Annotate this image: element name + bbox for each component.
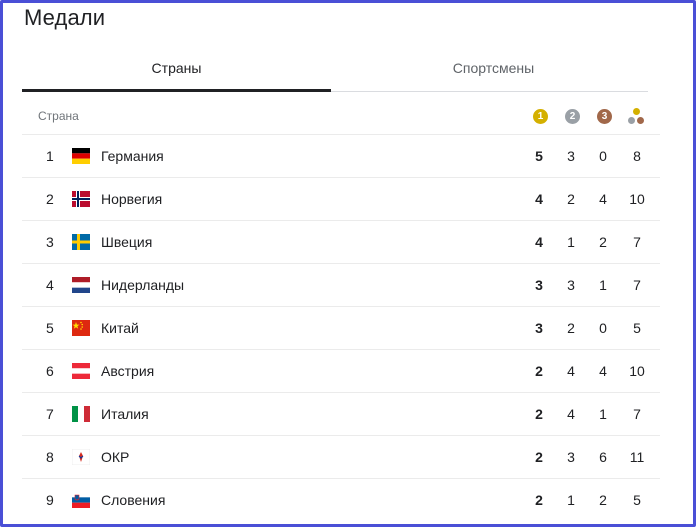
netherlands-flag-icon — [72, 277, 90, 293]
table-row[interactable]: 2 Норвегия 4 2 4 10 — [22, 178, 660, 221]
gold-count: 4 — [535, 234, 543, 250]
total-count: 7 — [633, 406, 641, 422]
slovenia-flag-icon — [72, 492, 90, 508]
germany-flag-icon — [72, 148, 90, 164]
total-count: 10 — [629, 363, 645, 379]
china-flag-icon — [72, 320, 90, 336]
table-header: Страна 1 2 3 — [22, 94, 660, 135]
table-row[interactable]: 4 Нидерланды 3 3 1 7 — [22, 264, 660, 307]
total-count: 7 — [633, 277, 641, 293]
rank-cell: 8 — [46, 449, 54, 465]
bronze-count: 2 — [599, 492, 607, 508]
country-name: Швеция — [101, 234, 153, 250]
bronze-count: 4 — [599, 363, 607, 379]
rank-cell: 9 — [46, 492, 54, 508]
bronze-count: 1 — [599, 277, 607, 293]
silver-count: 1 — [567, 492, 575, 508]
sweden-flag-icon — [72, 234, 90, 250]
bronze-count: 0 — [599, 148, 607, 164]
table-row[interactable]: 9 Словения 2 1 2 5 — [22, 479, 660, 521]
country-column-header: Страна — [38, 109, 79, 123]
total-count: 8 — [633, 148, 641, 164]
gold-count: 4 — [535, 191, 543, 207]
total-count: 10 — [629, 191, 645, 207]
table-row[interactable]: 7 Италия 2 4 1 7 — [22, 393, 660, 436]
table-row[interactable]: 5 Китай 3 2 0 5 — [22, 307, 660, 350]
tab-bar: Страны Спортсмены — [22, 53, 648, 92]
medals-total-icon — [628, 108, 646, 126]
gold-count: 2 — [535, 363, 543, 379]
tab-athletes[interactable]: Спортсмены — [452, 60, 535, 76]
bronze-count: 6 — [599, 449, 607, 465]
gold-count: 2 — [535, 406, 543, 422]
rank-cell: 5 — [46, 320, 54, 336]
total-count: 5 — [633, 320, 641, 336]
silver-count: 1 — [567, 234, 575, 250]
gold-count: 5 — [535, 148, 543, 164]
total-count: 7 — [633, 234, 641, 250]
rank-cell: 1 — [46, 148, 54, 164]
table-row[interactable]: 1 Германия 5 3 0 8 — [22, 135, 660, 178]
rank-cell: 4 — [46, 277, 54, 293]
italy-flag-icon — [72, 406, 90, 422]
country-name: Китай — [101, 320, 139, 336]
tab-countries[interactable]: Страны — [22, 53, 331, 92]
gold-count: 2 — [535, 492, 543, 508]
silver-count: 3 — [567, 449, 575, 465]
gold-medal-icon: 1 — [533, 109, 548, 124]
table-row[interactable]: 3 Швеция 4 1 2 7 — [22, 221, 660, 264]
country-name: Нидерланды — [101, 277, 185, 293]
rank-cell: 7 — [46, 406, 54, 422]
silver-count: 3 — [567, 277, 575, 293]
gold-count: 3 — [535, 320, 543, 336]
country-name: ОКР — [101, 449, 130, 465]
silver-medal-icon: 2 — [565, 109, 580, 124]
bronze-count: 2 — [599, 234, 607, 250]
country-name: Италия — [101, 406, 149, 422]
rank-cell: 6 — [46, 363, 54, 379]
table-body: 1 Германия 5 3 0 8 2 Норвегия 4 2 4 10 3 Швеция 4 1 2 7 4 Н… — [22, 135, 660, 521]
roc-flag-icon — [72, 449, 90, 465]
norway-flag-icon — [72, 191, 90, 207]
silver-count: 4 — [567, 363, 575, 379]
bronze-count: 0 — [599, 320, 607, 336]
austria-flag-icon — [72, 363, 90, 379]
gold-count: 3 — [535, 277, 543, 293]
country-name: Словения — [101, 492, 166, 508]
bronze-count: 1 — [599, 406, 607, 422]
country-name: Норвегия — [101, 191, 163, 207]
bronze-count: 4 — [599, 191, 607, 207]
country-name: Австрия — [101, 363, 155, 379]
page-title: Медали — [24, 5, 106, 30]
silver-count: 2 — [567, 191, 575, 207]
medal-table: Страна 1 2 3 1 Германия 5 3 0 8 2 Норвегия 4 2 4 10… — [22, 94, 660, 521]
silver-count: 3 — [567, 148, 575, 164]
gold-count: 2 — [535, 449, 543, 465]
total-count: 5 — [633, 492, 641, 508]
table-row[interactable]: 6 Австрия 2 4 4 10 — [22, 350, 660, 393]
country-name: Германия — [101, 148, 164, 164]
silver-count: 2 — [567, 320, 575, 336]
total-count: 11 — [629, 449, 645, 465]
table-row[interactable]: 8 ОКР 2 3 6 11 — [22, 436, 660, 479]
bronze-medal-icon: 3 — [597, 109, 612, 124]
silver-count: 4 — [567, 406, 575, 422]
rank-cell: 3 — [46, 234, 54, 250]
rank-cell: 2 — [46, 191, 54, 207]
